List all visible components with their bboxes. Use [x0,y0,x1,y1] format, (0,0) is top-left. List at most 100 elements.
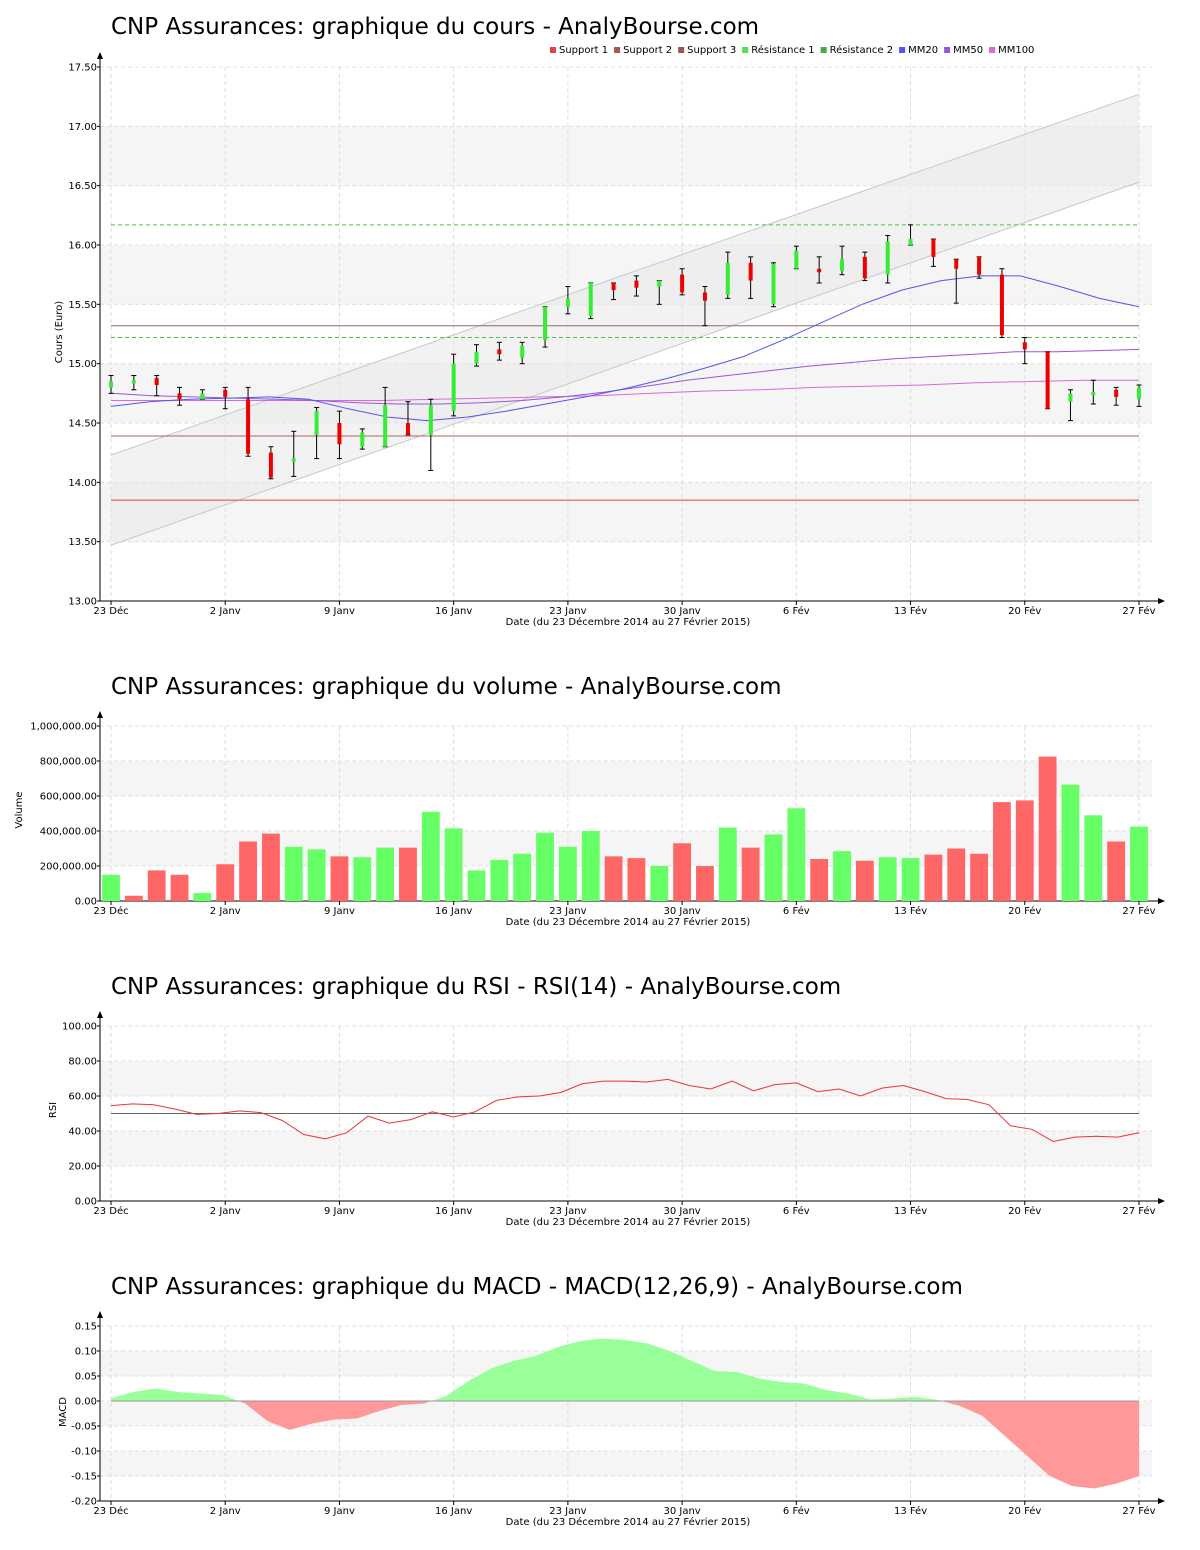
volume-bar [787,808,806,901]
candle-body [1045,351,1050,409]
volume-bar [581,831,600,901]
macd-y-tick-label: 0.00 [75,1397,97,1408]
price-plot-area: 23 Déc 2 Janv 9 Janv 16 Janv 23 Janv 30 Janv 6… [68,52,1165,617]
volume-x-tick-label: 13 Fév [894,905,927,917]
candle-body [565,298,570,307]
trend-channel-upper-line [110,93,1140,456]
macd-plot-area: 23 Déc 2 Janv 9 Janv 16 Janv 23 Janv 30 Janv 6… [71,1311,1165,1517]
volume-bar [627,858,646,901]
mm50-line [110,348,1140,405]
candle-body [908,239,913,245]
volume-bar [467,870,486,901]
price-y-tick-label: 17.50 [68,63,97,74]
candle-body [862,256,867,279]
candle-body [314,411,319,435]
macd-positive-area [431,1338,942,1401]
volume-bar [262,833,280,901]
legend-swatch [678,47,685,53]
candle-body [520,345,525,358]
macd-y-tick-label: -0.15 [71,1472,97,1483]
volume-bar [901,858,920,901]
price-chart-panel: CNP Assurances: graphique du cours - Ana… [54,14,1165,628]
rsi-x-tick-label: 9 Janv [324,1206,355,1217]
volume-bar [650,866,669,901]
rsi-line [110,1078,1140,1143]
candle-body [451,363,456,412]
candle-body [154,377,159,386]
volume-chart-title: CNP Assurances: graphique du volume - An… [111,674,782,700]
volume-bar [833,851,851,901]
legend-label: MM50 [953,45,983,56]
candle-body [428,405,433,435]
volume-bar [1107,841,1126,901]
volume-bar [673,843,692,901]
legend-swatch [742,47,749,53]
volume-x-tick-label: 9 Janv [324,906,355,917]
volume-y-axis-arrow [97,711,103,718]
rsi-y-tick-label: 0.00 [75,1197,97,1208]
mm20-line [110,275,1140,422]
price-y-axis-arrow [97,52,103,59]
legend-swatch [944,47,951,53]
legend-swatch [899,47,906,53]
macd-y-tick-label: 0.10 [75,1347,97,1358]
volume-bar [855,860,874,901]
volume-x-tick-label: 30 Janv [663,906,700,917]
candle-body [337,423,342,445]
volume-bar [1130,826,1148,901]
price-y-tick-label: 15.50 [68,300,97,311]
candle-body [794,250,799,269]
macd-negative-area [941,1401,1139,1489]
macd-y-tick-label: 0.15 [75,1322,97,1333]
legend-label: Support 2 [623,45,672,56]
price-x-axis-arrow [1158,598,1165,604]
volume-x-axis-label: Date (du 23 Décembre 2014 au 27 Février … [506,916,751,928]
candle-body [291,458,296,462]
macd-x-tick-label: 16 Janv [435,1506,472,1517]
volume-y-tick-label: 800,000.00 [40,757,97,768]
rsi-x-tick-label: 13 Fév [894,1205,927,1217]
rsi-x-tick-label: 23 Déc [93,1205,128,1217]
macd-x-tick-label: 2 Janv [210,1506,241,1517]
rsi-x-axis-arrow [1158,1198,1165,1204]
macd-y-axis-arrow [97,1311,103,1318]
volume-bar [718,827,737,901]
price-x-tick-label: 13 Fév [894,605,927,617]
price-y-tick-label: 15.00 [68,359,97,370]
volume-bar [444,828,463,901]
price-y-tick-label: 16.00 [68,241,97,252]
legend-label: Résistance 2 [830,44,893,56]
volume-bar [741,847,760,901]
candle-body [611,282,616,291]
candle-body [725,262,730,295]
volume-bar [1038,756,1057,901]
macd-y-tick-label: -0.20 [71,1497,97,1508]
volume-bar [1061,784,1080,901]
volume-bar [970,853,988,901]
price-legend: Support 1 Support 2 Support 3 Résistance 1 R… [550,44,1034,56]
candle-body [543,306,548,340]
rsi-y-axis-arrow [97,1011,103,1018]
price-x-tick-label: 27 Fév [1122,605,1155,617]
volume-x-tick-label: 16 Janv [435,906,472,917]
volume-bar [1015,800,1034,901]
candle-body [474,351,479,364]
legend-swatch [820,47,827,53]
macd-x-tick-label: 23 Déc [93,1505,128,1517]
volume-y-tick-label: 600,000.00 [40,792,97,803]
volume-plot-area: 23 Déc 2 Janv 9 Janv 16 Janv 23 Janv 30 Janv 6… [30,711,1165,917]
price-x-axis-label: Date (du 23 Décembre 2014 au 27 Février … [506,616,751,628]
rsi-x-tick-label: 23 Janv [549,1206,586,1217]
candle-body [702,292,707,301]
macd-x-tick-label: 20 Fév [1008,1505,1041,1517]
legend-label: Support 1 [559,45,608,56]
macd-x-tick-label: 13 Fév [894,1505,927,1517]
candle-body [405,423,410,435]
candle-body [223,389,228,397]
macd-chart-title: CNP Assurances: graphique du MACD - MACD… [111,1274,963,1300]
rsi-x-tick-label: 27 Fév [1122,1205,1155,1217]
candle-body [931,239,936,257]
macd-x-tick-label: 30 Janv [663,1506,700,1517]
volume-y-tick-label: 400,000.00 [40,827,97,838]
